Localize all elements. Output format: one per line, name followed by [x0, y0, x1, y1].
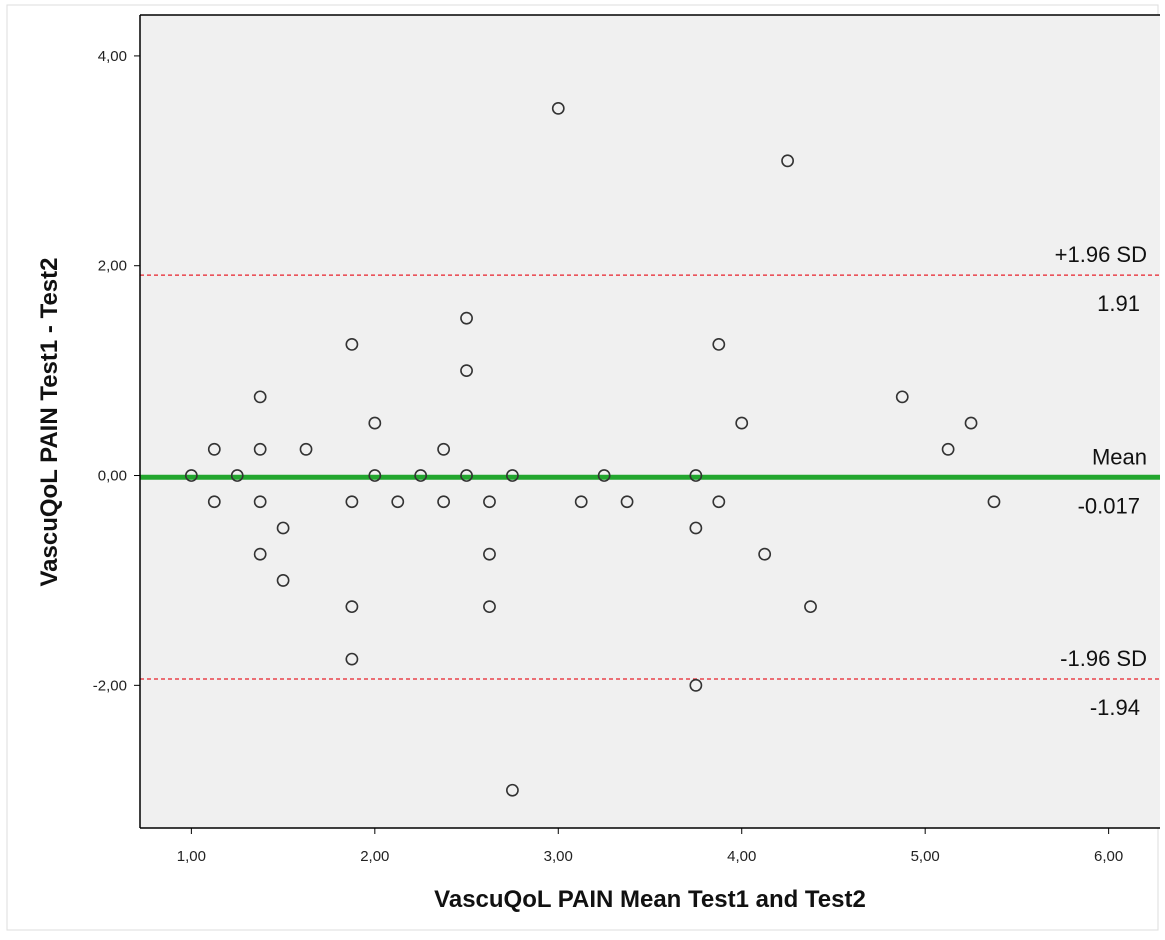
- tick-labels: 1,00 2,00 3,00 4,00 5,00 6,00 4,00 2,00 0,00 -2,0…: [93, 48, 1123, 865]
- data-point-17: [391, 495, 405, 509]
- data-point-2: [207, 495, 221, 509]
- y-axis-title: VascuQoL PAIN Test1 - Test2: [36, 258, 63, 587]
- data-point-10: [299, 442, 313, 456]
- data-point-44: [964, 416, 978, 430]
- data-points: [184, 101, 1001, 797]
- data-point-7: [253, 547, 267, 561]
- y-tick-label: -2,00: [93, 677, 127, 694]
- x-axis-title: VascuQoL PAIN Mean Test1 and Test2: [434, 886, 866, 913]
- plot-area: [140, 15, 1160, 828]
- data-point-19: [437, 442, 451, 456]
- data-point-13: [345, 600, 359, 614]
- x-tick-label: 6,00: [1094, 848, 1123, 865]
- y-tick-label: 2,00: [98, 258, 127, 275]
- data-point-30: [574, 495, 588, 509]
- data-point-35: [689, 678, 703, 692]
- reference-labels: +1.96 SD 1.91 Mean -0.017 -1.96 SD -1.94: [1055, 242, 1147, 720]
- y-tick-label: 4,00: [98, 48, 127, 65]
- reference-value-label: 1.91: [1097, 291, 1140, 316]
- data-point-22: [460, 364, 473, 378]
- x-tick-label: 5,00: [911, 848, 940, 865]
- data-point-20: [437, 495, 451, 509]
- data-point-36: [712, 337, 726, 351]
- reference-lines: [140, 274, 1160, 680]
- data-point-32: [620, 495, 634, 509]
- data-point-37: [712, 495, 726, 509]
- data-point-5: [253, 442, 267, 456]
- axes: [134, 14, 1160, 834]
- data-point-18: [414, 469, 428, 482]
- data-point-38: [735, 416, 749, 430]
- x-tick-label: 3,00: [544, 848, 573, 865]
- data-point-0: [184, 469, 198, 482]
- x-tick-label: 4,00: [727, 848, 756, 865]
- x-tick-label: 1,00: [177, 848, 206, 865]
- data-point-45: [987, 495, 1001, 509]
- data-point-23: [460, 469, 473, 482]
- data-point-43: [941, 442, 955, 456]
- data-point-11: [345, 337, 359, 351]
- data-point-24: [483, 495, 496, 509]
- reference-value-label: -1.94: [1090, 695, 1140, 720]
- reference-value-label: -0.017: [1078, 493, 1140, 518]
- data-point-15: [368, 416, 382, 430]
- data-point-28: [506, 783, 519, 797]
- data-point-26: [483, 600, 496, 614]
- data-point-42: [895, 390, 909, 404]
- x-tick-label: 2,00: [360, 848, 389, 865]
- reference-name-label: +1.96 SD: [1055, 242, 1147, 267]
- data-point-14: [345, 652, 359, 666]
- data-point-6: [253, 495, 267, 509]
- data-point-12: [345, 495, 359, 509]
- data-point-31: [597, 469, 611, 482]
- data-point-3: [230, 469, 244, 482]
- data-point-40: [781, 154, 794, 168]
- reference-name-label: Mean: [1092, 444, 1147, 469]
- data-point-25: [483, 547, 496, 561]
- data-point-39: [758, 547, 772, 561]
- reference-name-label: -1.96 SD: [1060, 646, 1147, 671]
- data-point-1: [207, 442, 221, 456]
- data-point-29: [551, 101, 565, 115]
- data-point-4: [253, 390, 267, 404]
- y-tick-label: 0,00: [98, 468, 127, 485]
- data-point-41: [804, 600, 817, 614]
- data-point-34: [689, 521, 703, 535]
- data-point-8: [276, 521, 290, 535]
- data-point-16: [368, 469, 382, 482]
- data-point-9: [276, 574, 290, 587]
- data-point-33: [689, 469, 703, 482]
- data-point-27: [506, 469, 519, 482]
- data-point-21: [460, 311, 473, 325]
